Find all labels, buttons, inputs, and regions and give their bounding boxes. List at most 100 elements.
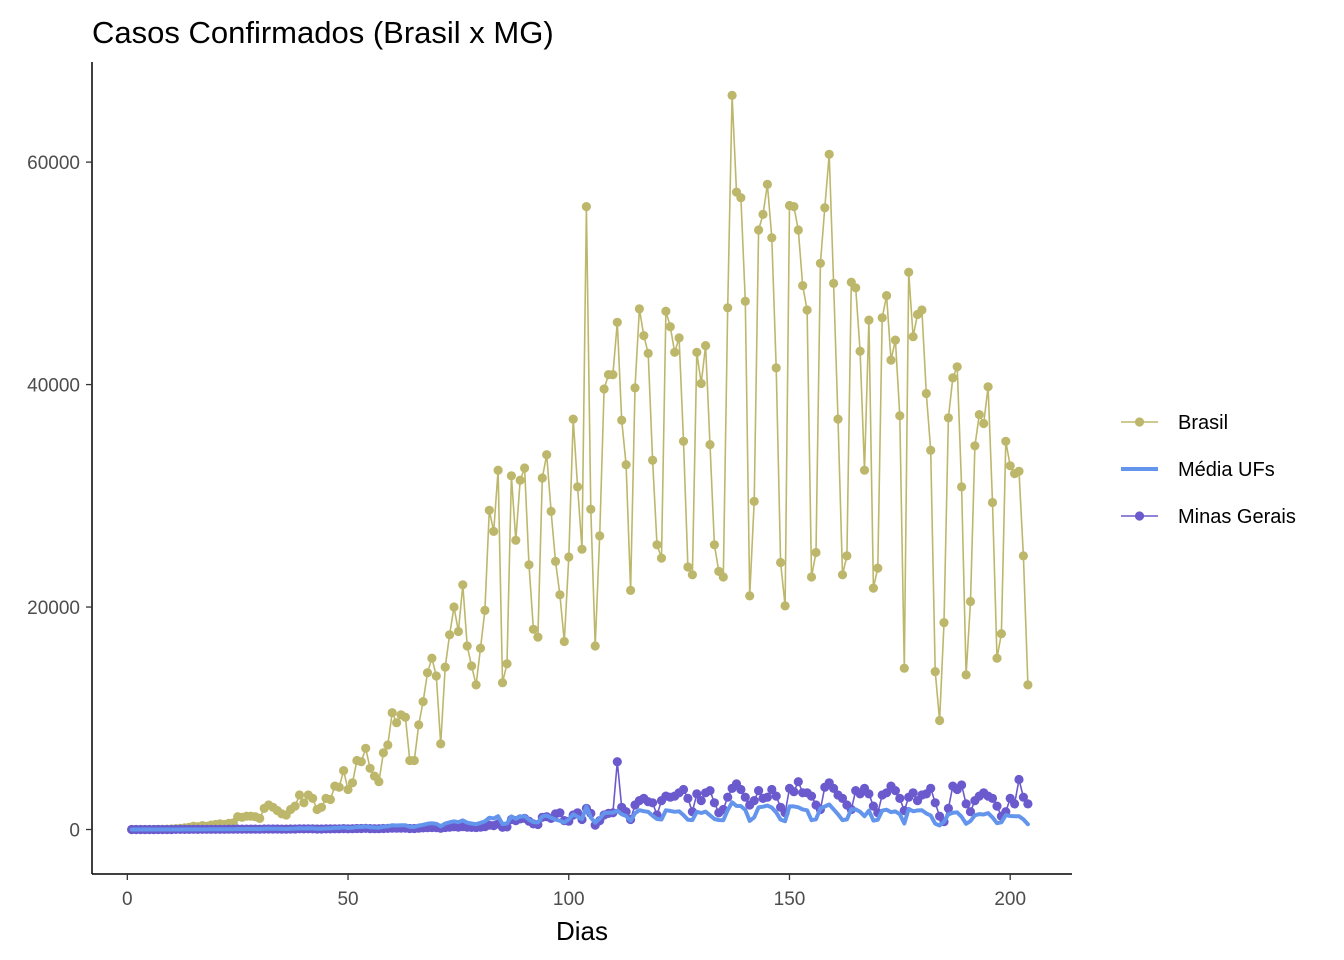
data-point-brasil [661,306,671,316]
data-point-brasil [970,441,980,451]
data-point-brasil [590,641,600,651]
data-point-brasil [776,557,786,568]
data-point-brasil [780,601,790,611]
data-point-minas-gerais [806,791,817,801]
data-point-brasil [842,551,852,561]
data-point-minas-gerais [943,803,954,814]
data-point-brasil [917,305,927,315]
data-point-minas-gerais [864,789,874,799]
data-point-brasil [837,570,848,580]
data-point-minas-gerais [678,784,689,795]
data-point-brasil [374,777,384,787]
data-point-brasil [299,798,309,808]
data-point-brasil [749,496,759,506]
data-point-brasil [974,410,984,420]
data-point-brasil [904,267,914,277]
data-point-brasil [723,303,733,313]
data-point-brasil [489,526,499,537]
data-point-brasil [789,202,799,212]
data-point-brasil [520,463,530,473]
data-point-brasil [873,563,883,573]
data-point-brasil [577,544,587,554]
data-point-minas-gerais [957,780,967,790]
data-point-brasil [573,482,583,492]
legend-item-minas-gerais: Minas Gerais [1121,506,1296,528]
data-point-brasil [1014,466,1024,476]
data-point-brasil [506,471,516,481]
data-point-brasil [965,596,976,607]
data-point-brasil [952,362,962,372]
data-point-minas-gerais [789,787,799,797]
data-point-brasil [255,813,265,824]
data-point-minas-gerais [771,791,781,801]
legend-item-brasil: Brasil [1121,412,1228,434]
data-point-brasil [409,755,419,766]
data-point-minas-gerais [987,793,998,804]
y-tick-label: 40000 [27,376,80,397]
data-point-brasil [890,335,901,345]
data-point-brasil [674,333,684,343]
legend-label-minas-gerais: Minas Gerais [1178,506,1296,528]
legend-label-media-ufs: Média UFs [1178,459,1275,481]
series-points-minas-gerais [127,757,1033,835]
data-point-brasil [877,313,887,323]
data-point-minas-gerais [1023,799,1033,809]
data-point-brasil [736,193,746,203]
data-point-brasil [392,718,402,728]
data-point-brasil [595,531,605,541]
data-point-brasil [546,506,556,516]
data-point-brasil [771,363,781,373]
data-point-brasil [648,455,658,465]
data-point-brasil [316,802,327,812]
data-point-brasil [754,225,764,235]
data-point-brasil [692,347,702,357]
data-point-brasil [1001,436,1011,446]
data-point-brasil [453,626,463,637]
data-point-brasil [471,680,481,690]
data-point-brasil [939,618,949,628]
data-point-brasil [436,739,446,749]
data-point-minas-gerais [961,799,971,809]
x-ticks: 0 50 100 150 200 [122,874,1026,910]
data-point-brasil [718,572,728,582]
data-point-brasil [528,624,539,634]
data-point-brasil [626,585,636,596]
data-point-minas-gerais [612,757,622,767]
data-point-brasil [961,670,971,680]
data-point-brasil [480,605,490,616]
legend-marker-minas-gerais [1134,511,1145,521]
data-point-brasil [630,383,640,393]
plot-lines [130,94,1029,831]
data-point-minas-gerais [882,788,892,798]
data-point-minas-gerais [965,807,976,817]
data-point-minas-gerais [793,777,803,787]
data-point-minas-gerais [837,793,848,804]
data-point-brasil [462,641,472,651]
data-point-brasil [475,643,486,653]
data-point-brasil [515,475,525,485]
data-point-minas-gerais [740,792,750,802]
y-ticks: 0 20000 40000 60000 [27,153,92,842]
data-point-brasil [343,784,353,795]
chart-title: Casos Confirmados (Brasil x MG) [92,15,554,50]
data-point-brasil [612,317,622,327]
data-point-brasil [670,347,680,357]
data-point-minas-gerais [762,792,773,802]
data-point-brasil [701,341,711,351]
data-point-minas-gerais [555,808,565,818]
y-tick-label: 20000 [27,598,80,619]
data-point-brasil [709,540,720,550]
data-point-brasil [745,591,755,601]
data-point-brasil [347,778,358,788]
data-point-minas-gerais [696,796,706,806]
data-point-minas-gerais [1014,774,1024,785]
data-point-brasil [908,332,918,342]
data-point-minas-gerais [723,792,733,802]
data-point-brasil [586,504,596,514]
plot-points [127,90,1033,835]
x-tick-label: 100 [553,889,585,910]
data-point-brasil [948,373,958,383]
data-point-brasil [325,794,335,805]
data-point-minas-gerais [1018,792,1028,802]
